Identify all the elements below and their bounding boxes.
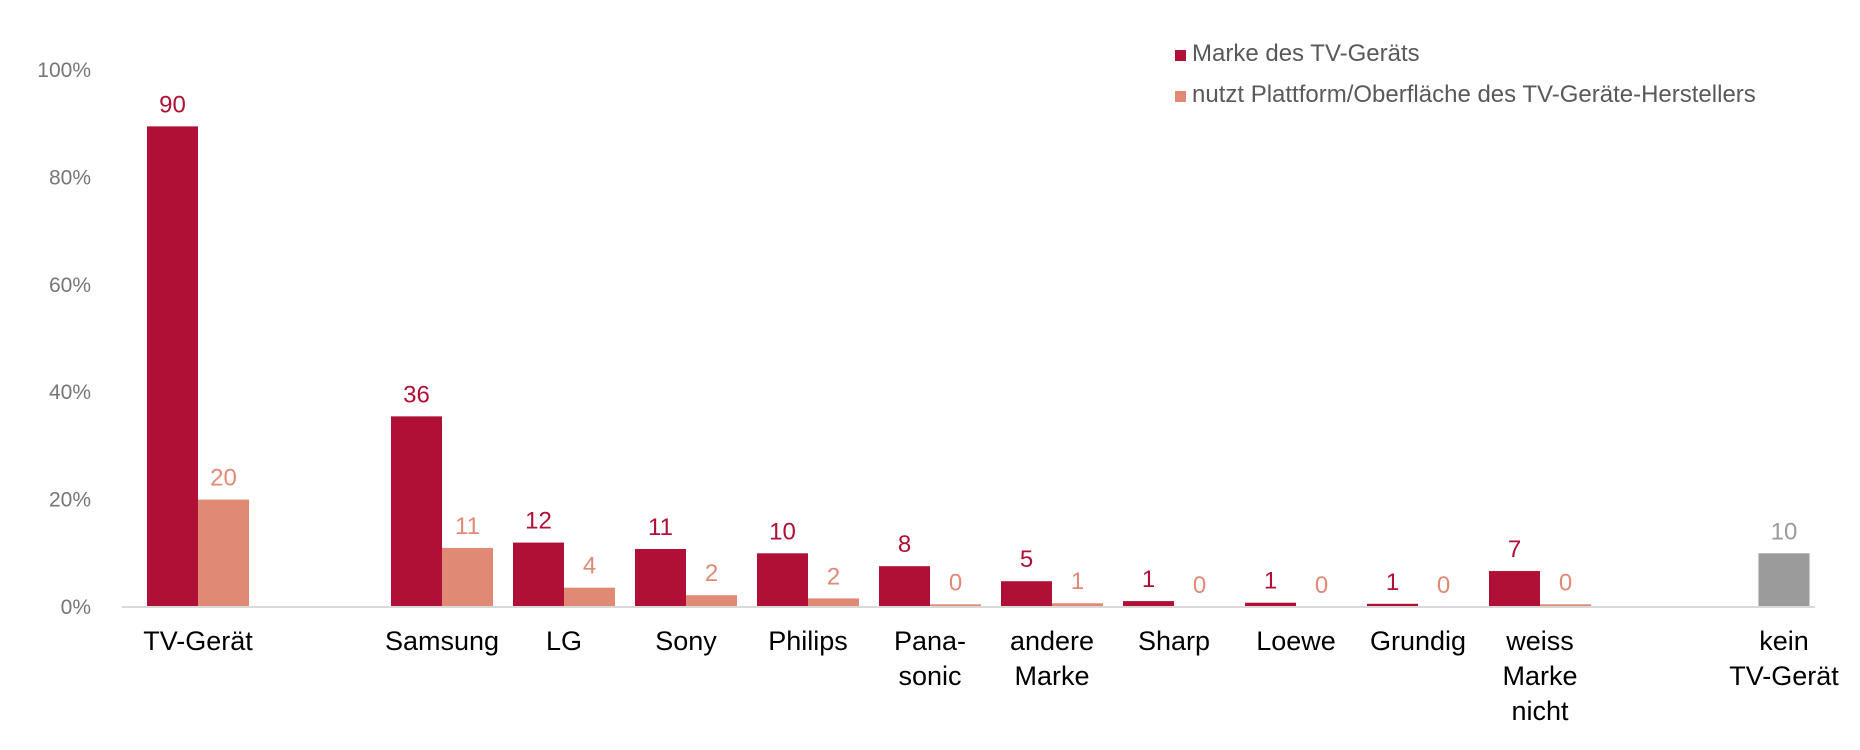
data-label-series-2-7: 0 [1193,572,1206,599]
x-category-label: Philips [768,626,848,656]
data-label-series-1-5: 8 [898,531,911,558]
data-label-series-1-2: 12 [525,508,552,535]
data-label-series-2-6: 1 [1071,568,1084,595]
data-label-series-2-9: 0 [1437,572,1450,599]
x-category-label: Pana-sonic [894,626,966,691]
bar-series-2-4 [808,598,859,607]
y-axis: 0% 20% 40% 60% 80% 100% [37,59,91,619]
data-label-series-2-10: 0 [1559,569,1572,596]
y-tick-label: 60% [49,274,91,297]
x-category-label: weiss Marke nicht [1502,626,1577,726]
bar-series-2-5 [930,604,981,607]
legend: Marke des TV-Geräts nutzt Plattform/Oberf… [1175,40,1756,108]
bar-series-2-3 [686,595,737,607]
data-label-series-1-3: 11 [648,514,673,541]
legend-label-2: nutzt Plattform/Oberfläche des TV-Geräte… [1192,81,1756,108]
x-category-label: TV-Gerät [143,626,253,656]
y-tick-label: 100% [37,59,91,82]
data-label-series-2-2: 4 [583,553,596,580]
bar-series-1-4 [757,553,808,607]
legend-label-1: Marke des TV-Geräts [1192,40,1420,67]
bar-series-1-7 [1123,601,1174,607]
data-label-series-1-6: 5 [1020,546,1033,573]
bar-series-2-1 [442,547,493,607]
data-label-series-2-5: 0 [949,569,962,596]
x-category-label: kein TV-Gerät [1729,626,1839,691]
x-axis: TV-Gerät Samsung LG Sony Philips Pana-sonic an… [143,626,1839,726]
bar-series-1-5 [879,566,930,607]
bar-series-1-6 [1001,581,1052,607]
data-label-series-1-9: 1 [1386,569,1399,596]
data-label-kein-tv-geraet: 10 [1771,518,1798,545]
bar-series-2-2 [564,587,615,607]
bars [147,126,1810,607]
x-category-label: Samsung [385,626,499,656]
data-label-series-1-0: 90 [159,91,186,118]
bar-kein-tv-geraet [1758,553,1810,607]
bar-series-1-0 [147,126,198,607]
bar-series-1-3 [635,549,686,607]
y-tick-label: 20% [49,489,91,512]
bar-series-1-10 [1489,571,1540,607]
legend-swatch-1 [1175,50,1186,61]
bar-series-1-1 [391,416,442,607]
bar-series-2-0 [198,499,249,607]
x-category-label: Sony [655,626,717,656]
data-label-series-1-10: 7 [1508,536,1521,563]
data-label-series-2-3: 2 [705,560,718,587]
x-category-label: Grundig [1370,626,1466,656]
data-label-series-2-1: 11 [455,513,480,540]
data-label-series-1-4: 10 [769,518,796,545]
bar-series-1-8 [1245,602,1296,607]
data-label-series-1-8: 1 [1264,568,1277,595]
bar-series-2-10 [1540,604,1591,607]
y-tick-label: 0% [61,596,91,619]
x-category-label: Sharp [1138,626,1210,656]
legend-swatch-2 [1175,91,1186,102]
data-label-series-2-8: 0 [1315,572,1328,599]
bar-series-2-6 [1052,603,1103,607]
x-category-label: LG [546,626,582,656]
x-category-label: Loewe [1256,626,1336,656]
data-label-series-1-1: 36 [403,381,430,408]
data-label-series-2-4: 2 [827,563,840,590]
data-label-series-2-0: 20 [210,465,237,492]
bar-series-1-2 [513,542,564,607]
x-category-label: andere Marke [1010,626,1094,691]
bar-series-1-9 [1367,603,1418,607]
y-tick-label: 40% [49,381,91,404]
y-tick-label: 80% [49,166,91,189]
data-label-series-1-7: 1 [1142,566,1155,593]
